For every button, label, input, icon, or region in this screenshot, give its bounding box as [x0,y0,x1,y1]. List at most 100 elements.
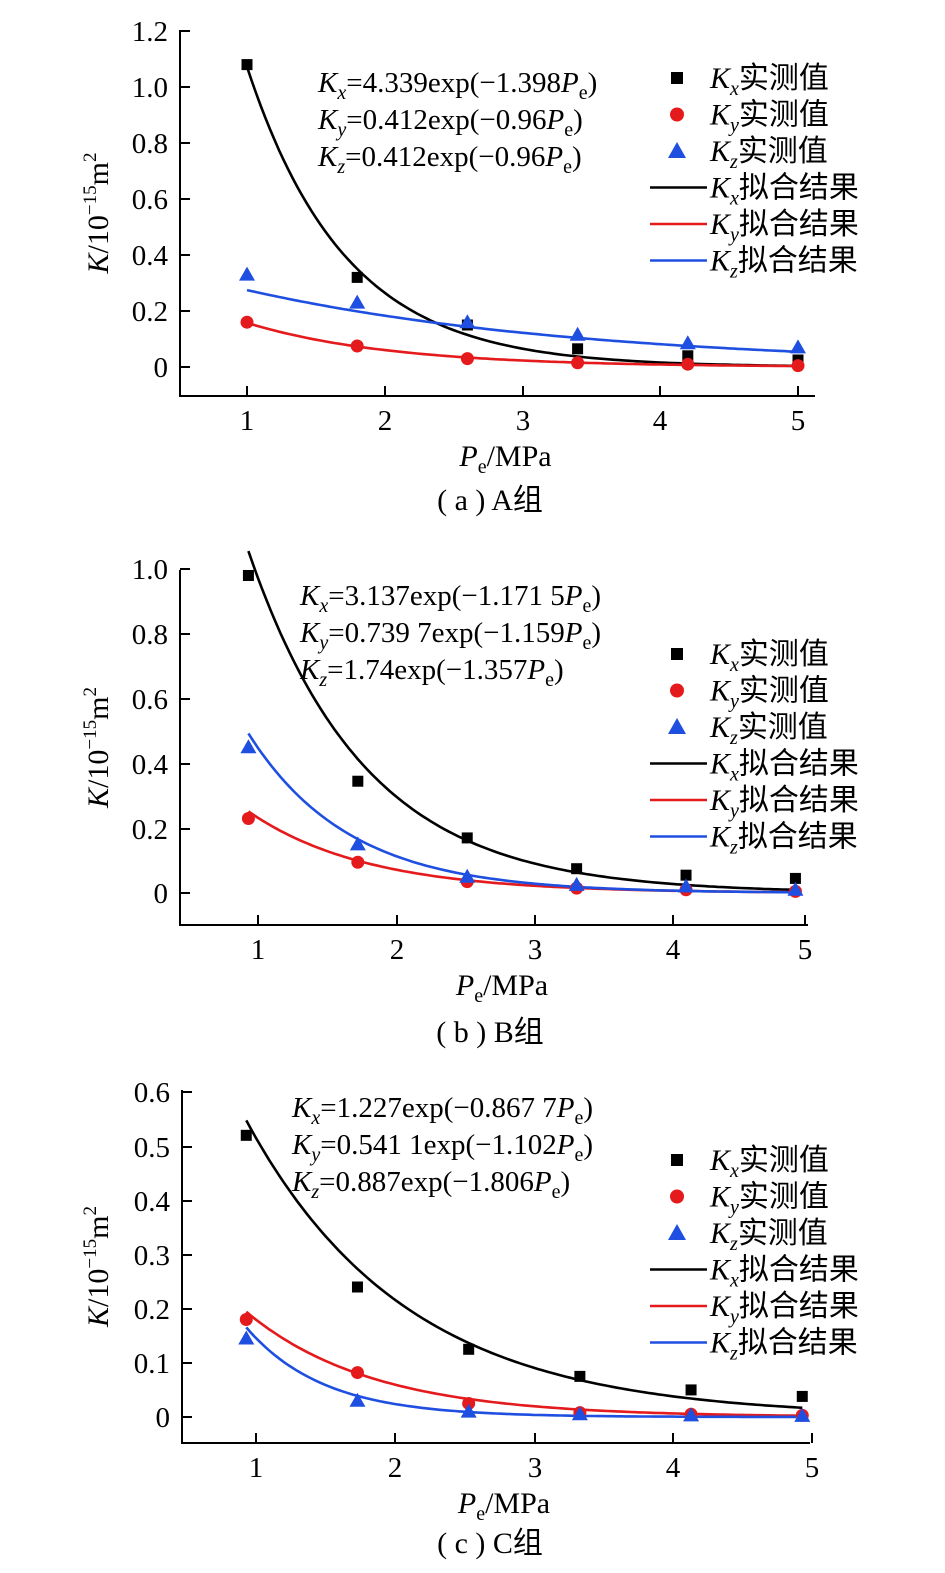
x-tick-label: 1 [240,405,255,437]
equation-0: Kx=4.339exp(−1.398Pe) [317,67,597,104]
marker-square [351,1281,363,1293]
x-tick-label: 2 [388,1452,403,1484]
x-tick-label: 5 [805,1452,820,1484]
marker-triangle [569,326,586,341]
chart-caption: ( b ) B组 [436,1016,544,1049]
equation-0: Kx=1.227exp(−0.867 7Pe) [291,1092,593,1129]
y-tick-label: 0.4 [132,240,169,272]
legend-label-3: Kx拟合结果 [709,748,859,786]
marker-circle [460,352,474,366]
marker-triangle [349,294,366,309]
y-tick-label: 0 [154,878,169,910]
chart-panel-1: 0 0.2 0.4 0.6 0.8 1.0 1 2 3 4 5 Pe/MPa K/10−15m2 Kx=3… [80,550,859,1049]
marker-triangle [238,1330,255,1345]
marker-circle [350,1366,364,1380]
y-tick-label: 0.1 [134,1348,170,1380]
marker-triangle [794,1407,811,1422]
axes [179,30,815,397]
marker-square [242,569,254,581]
equation-1: Ky=0.739 7exp(−1.159Pe) [299,617,601,654]
marker-triangle [683,1407,700,1422]
legend-label-3: Kx拟合结果 [709,172,859,210]
x-tick-label: 1 [249,1452,264,1484]
marker-triangle [571,1406,588,1421]
marker-triangle [568,876,585,891]
legend-label-1: Ky实测值 [709,99,829,137]
y-tick-label: 0.4 [134,1186,171,1218]
equation-1: Ky=0.541 1exp(−1.102Pe) [291,1129,593,1166]
axes [181,1090,810,1444]
marker-triangle [349,836,366,851]
x-axis-label: Pe/MPa [455,969,548,1007]
legend-marker-triangle [668,142,686,158]
marker-triangle [790,339,806,354]
legend-label-4: Ky拟合结果 [709,784,859,822]
legend-label-4: Ky拟合结果 [709,208,859,246]
equation-1: Ky=0.412exp(−0.96Pe) [317,104,583,141]
fit-curve-2 [246,288,799,354]
legend-marker-square [671,72,683,84]
marker-square [789,872,801,884]
legend-marker-circle [670,1189,684,1204]
legend-marker-square [671,648,683,660]
marker-circle [350,339,364,353]
x-tick-label: 5 [791,405,806,437]
y-tick-label: 0.5 [134,1132,170,1164]
legend-label-5: Kz拟合结果 [709,1327,858,1365]
fit-curve-1 [245,1310,803,1417]
x-axis-label: Pe/MPa [457,1487,550,1525]
chart-panel-0: 0 0.2 0.4 0.6 0.8 1.0 1.2 1 2 3 4 5 Pe/MPa K/10−15m2 K… [80,16,859,517]
marker-triangle [787,881,804,896]
y-tick-label: 1.0 [132,554,168,586]
equation-2: Kz=1.74exp(−1.357Pe) [299,654,564,691]
y-tick-label: 0.2 [134,1294,170,1326]
x-tick-label: 3 [528,1452,543,1484]
axes [179,570,808,926]
x-tick-label: 4 [666,934,681,966]
legend-marker-circle [670,107,684,122]
y-tick-label: 0.8 [132,619,168,651]
x-tick-label: 5 [798,934,813,966]
equation-0: Kx=3.137exp(−1.171 5Pe) [299,580,601,617]
marker-square [680,869,692,881]
legend-label-2: Kz实测值 [709,135,828,173]
marker-square [240,1129,252,1141]
chart-caption: ( a ) A组 [437,484,543,517]
y-tick-label: 0.4 [132,749,169,781]
marker-square [571,863,583,875]
x-axis-label: Pe/MPa [458,440,551,478]
marker-circle [239,1313,253,1326]
marker-circle [241,811,255,825]
marker-square [351,271,363,283]
y-tick-label: 0.3 [134,1240,170,1272]
x-tick-label: 2 [378,405,393,437]
legend-label-0: Kx实测值 [709,638,829,676]
y-tick-label: 0.8 [132,128,168,160]
y-tick-label: 0.2 [132,296,168,328]
legend-marker-square [671,1154,683,1166]
marker-triangle [349,1392,366,1407]
legend-label-1: Ky实测值 [709,675,829,713]
x-tick-label: 2 [390,934,405,966]
marker-square [572,343,584,355]
marker-square [685,1384,697,1396]
marker-circle [351,855,365,869]
marker-square [352,775,364,787]
legend-marker-triangle [668,718,686,734]
fit-curve-0 [245,1119,803,1410]
marker-circle [571,356,585,370]
x-tick-label: 3 [528,934,543,966]
marker-circle [240,315,254,329]
marker-circle [681,357,695,371]
x-tick-label: 1 [251,934,266,966]
y-tick-label: 0.2 [132,814,168,846]
legend-marker-triangle [668,1224,686,1240]
y-axis-label: K/10−15m2 [80,153,115,275]
legend-marker-circle [670,683,684,698]
marker-triangle [239,266,255,281]
marker-square [682,350,694,362]
y-tick-label: 0.6 [134,1077,170,1109]
marker-square [461,832,473,844]
marker-triangle [460,1403,477,1418]
